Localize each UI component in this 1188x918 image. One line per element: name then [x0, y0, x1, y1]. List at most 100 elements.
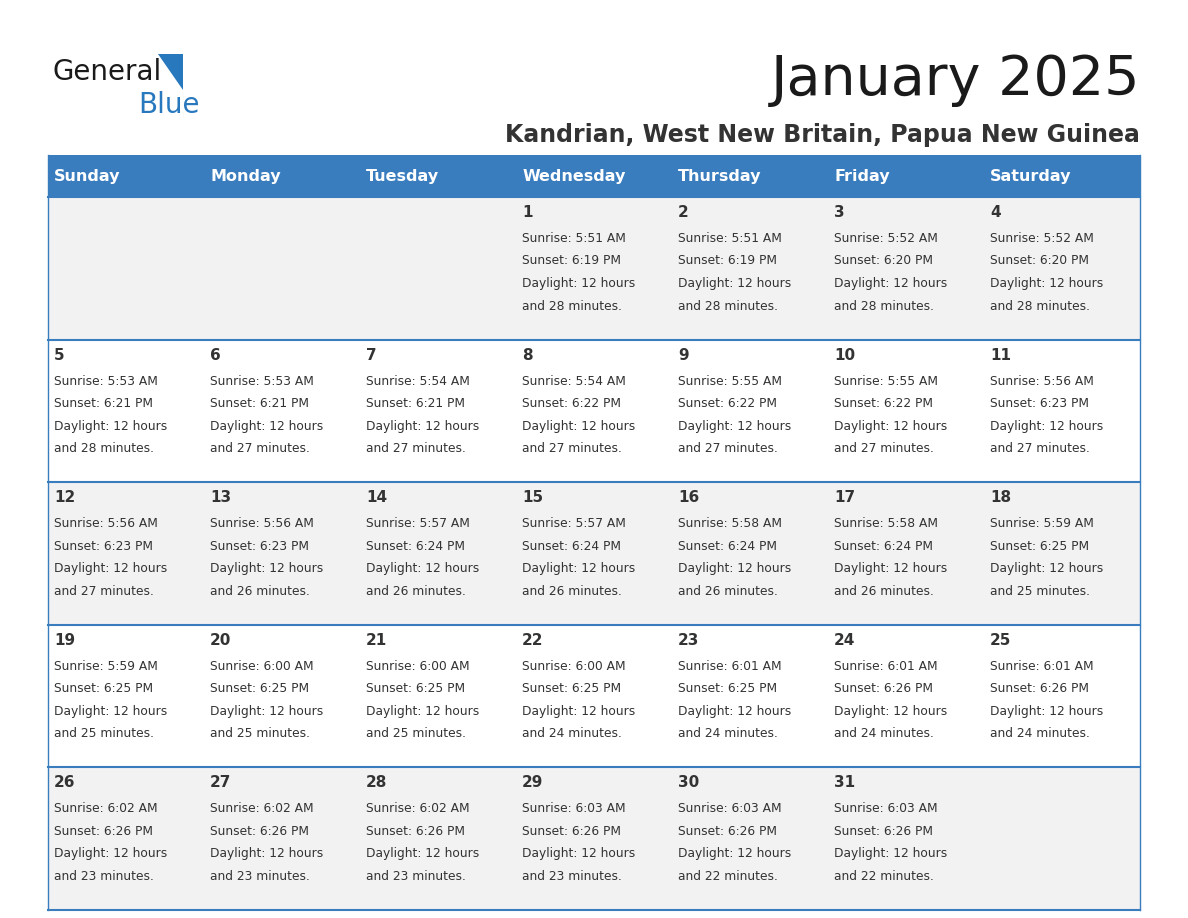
Text: Sunset: 6:25 PM: Sunset: 6:25 PM: [366, 682, 466, 695]
Text: 18: 18: [991, 490, 1011, 505]
Text: Kandrian, West New Britain, Papua New Guinea: Kandrian, West New Britain, Papua New Gu…: [505, 123, 1140, 147]
Polygon shape: [158, 54, 183, 90]
Text: Daylight: 12 hours: Daylight: 12 hours: [55, 705, 168, 718]
Text: Daylight: 12 hours: Daylight: 12 hours: [55, 420, 168, 432]
Text: Daylight: 12 hours: Daylight: 12 hours: [210, 847, 323, 860]
Text: Sunset: 6:19 PM: Sunset: 6:19 PM: [523, 254, 621, 267]
Text: Sunset: 6:26 PM: Sunset: 6:26 PM: [210, 825, 309, 838]
Text: Sunset: 6:25 PM: Sunset: 6:25 PM: [523, 682, 621, 695]
Text: Sunset: 6:25 PM: Sunset: 6:25 PM: [210, 682, 309, 695]
Text: and 25 minutes.: and 25 minutes.: [210, 727, 310, 740]
Text: Sunrise: 5:52 AM: Sunrise: 5:52 AM: [991, 232, 1094, 245]
Text: Daylight: 12 hours: Daylight: 12 hours: [366, 847, 480, 860]
Text: and 23 minutes.: and 23 minutes.: [366, 870, 466, 883]
Text: Daylight: 12 hours: Daylight: 12 hours: [210, 562, 323, 576]
Text: Daylight: 12 hours: Daylight: 12 hours: [523, 277, 636, 290]
Text: Sunset: 6:25 PM: Sunset: 6:25 PM: [678, 682, 777, 695]
Text: 28: 28: [366, 776, 387, 790]
Text: Daylight: 12 hours: Daylight: 12 hours: [991, 420, 1104, 432]
Text: Sunrise: 6:03 AM: Sunrise: 6:03 AM: [523, 802, 626, 815]
Text: and 27 minutes.: and 27 minutes.: [678, 442, 778, 455]
Text: Daylight: 12 hours: Daylight: 12 hours: [678, 277, 791, 290]
Bar: [48, 155, 204, 197]
Text: 22: 22: [523, 633, 544, 648]
Text: Friday: Friday: [834, 169, 890, 184]
Text: Sunday: Sunday: [55, 169, 121, 184]
Text: Daylight: 12 hours: Daylight: 12 hours: [834, 277, 948, 290]
Bar: [204, 625, 360, 767]
Text: Daylight: 12 hours: Daylight: 12 hours: [366, 562, 480, 576]
Text: Sunset: 6:24 PM: Sunset: 6:24 PM: [523, 540, 621, 553]
Bar: [828, 197, 984, 340]
Text: 21: 21: [366, 633, 387, 648]
Text: Daylight: 12 hours: Daylight: 12 hours: [991, 277, 1104, 290]
Text: Sunrise: 6:01 AM: Sunrise: 6:01 AM: [834, 660, 937, 673]
Text: Sunset: 6:26 PM: Sunset: 6:26 PM: [678, 825, 777, 838]
Text: and 26 minutes.: and 26 minutes.: [834, 585, 934, 598]
Text: Daylight: 12 hours: Daylight: 12 hours: [523, 705, 636, 718]
Text: Monday: Monday: [210, 169, 280, 184]
Text: Wednesday: Wednesday: [523, 169, 626, 184]
Text: and 27 minutes.: and 27 minutes.: [55, 585, 154, 598]
Text: Sunset: 6:26 PM: Sunset: 6:26 PM: [366, 825, 466, 838]
Text: Daylight: 12 hours: Daylight: 12 hours: [366, 420, 480, 432]
Bar: [828, 340, 984, 482]
Text: Sunrise: 6:01 AM: Sunrise: 6:01 AM: [678, 660, 782, 673]
Text: and 25 minutes.: and 25 minutes.: [991, 585, 1091, 598]
Text: 19: 19: [55, 633, 75, 648]
Text: 24: 24: [834, 633, 855, 648]
Text: General: General: [53, 58, 163, 86]
Text: and 24 minutes.: and 24 minutes.: [678, 727, 778, 740]
Text: Sunrise: 5:58 AM: Sunrise: 5:58 AM: [834, 517, 939, 531]
Text: and 28 minutes.: and 28 minutes.: [991, 299, 1091, 312]
Text: Sunrise: 6:00 AM: Sunrise: 6:00 AM: [366, 660, 470, 673]
Text: Daylight: 12 hours: Daylight: 12 hours: [991, 705, 1104, 718]
Bar: [516, 482, 672, 625]
Text: Daylight: 12 hours: Daylight: 12 hours: [678, 847, 791, 860]
Text: Sunrise: 5:55 AM: Sunrise: 5:55 AM: [834, 375, 939, 387]
Bar: [204, 767, 360, 910]
Bar: [360, 340, 516, 482]
Bar: [828, 625, 984, 767]
Text: Sunset: 6:26 PM: Sunset: 6:26 PM: [523, 825, 621, 838]
Text: Sunset: 6:23 PM: Sunset: 6:23 PM: [991, 397, 1089, 410]
Text: Daylight: 12 hours: Daylight: 12 hours: [55, 562, 168, 576]
Text: Sunset: 6:20 PM: Sunset: 6:20 PM: [991, 254, 1089, 267]
Text: Sunrise: 5:59 AM: Sunrise: 5:59 AM: [55, 660, 158, 673]
Bar: [672, 767, 828, 910]
Text: Sunrise: 5:55 AM: Sunrise: 5:55 AM: [678, 375, 782, 387]
Text: 5: 5: [55, 348, 65, 363]
Bar: [516, 767, 672, 910]
Text: Sunset: 6:24 PM: Sunset: 6:24 PM: [678, 540, 777, 553]
Bar: [672, 625, 828, 767]
Text: Daylight: 12 hours: Daylight: 12 hours: [991, 562, 1104, 576]
Text: Sunset: 6:24 PM: Sunset: 6:24 PM: [834, 540, 934, 553]
Text: and 27 minutes.: and 27 minutes.: [991, 442, 1091, 455]
Text: Daylight: 12 hours: Daylight: 12 hours: [523, 562, 636, 576]
Text: Sunset: 6:26 PM: Sunset: 6:26 PM: [834, 682, 934, 695]
Text: Sunrise: 5:53 AM: Sunrise: 5:53 AM: [55, 375, 158, 387]
Text: Sunrise: 6:01 AM: Sunrise: 6:01 AM: [991, 660, 1094, 673]
Text: and 28 minutes.: and 28 minutes.: [55, 442, 154, 455]
Text: Daylight: 12 hours: Daylight: 12 hours: [678, 705, 791, 718]
Text: January 2025: January 2025: [771, 53, 1140, 107]
Text: Sunset: 6:23 PM: Sunset: 6:23 PM: [55, 540, 153, 553]
Bar: [48, 625, 204, 767]
Text: Sunrise: 5:54 AM: Sunrise: 5:54 AM: [366, 375, 470, 387]
Text: 14: 14: [366, 490, 387, 505]
Text: and 23 minutes.: and 23 minutes.: [210, 870, 310, 883]
Text: Sunset: 6:26 PM: Sunset: 6:26 PM: [55, 825, 153, 838]
Bar: [516, 625, 672, 767]
Text: 2: 2: [678, 205, 689, 220]
Text: and 28 minutes.: and 28 minutes.: [678, 299, 778, 312]
Text: 26: 26: [55, 776, 76, 790]
Text: Daylight: 12 hours: Daylight: 12 hours: [834, 562, 948, 576]
Text: Daylight: 12 hours: Daylight: 12 hours: [366, 705, 480, 718]
Text: and 28 minutes.: and 28 minutes.: [834, 299, 934, 312]
Bar: [360, 625, 516, 767]
Text: Sunrise: 6:02 AM: Sunrise: 6:02 AM: [55, 802, 158, 815]
Text: 27: 27: [210, 776, 232, 790]
Text: Daylight: 12 hours: Daylight: 12 hours: [55, 847, 168, 860]
Text: Sunrise: 6:00 AM: Sunrise: 6:00 AM: [210, 660, 314, 673]
Text: Sunset: 6:21 PM: Sunset: 6:21 PM: [210, 397, 309, 410]
